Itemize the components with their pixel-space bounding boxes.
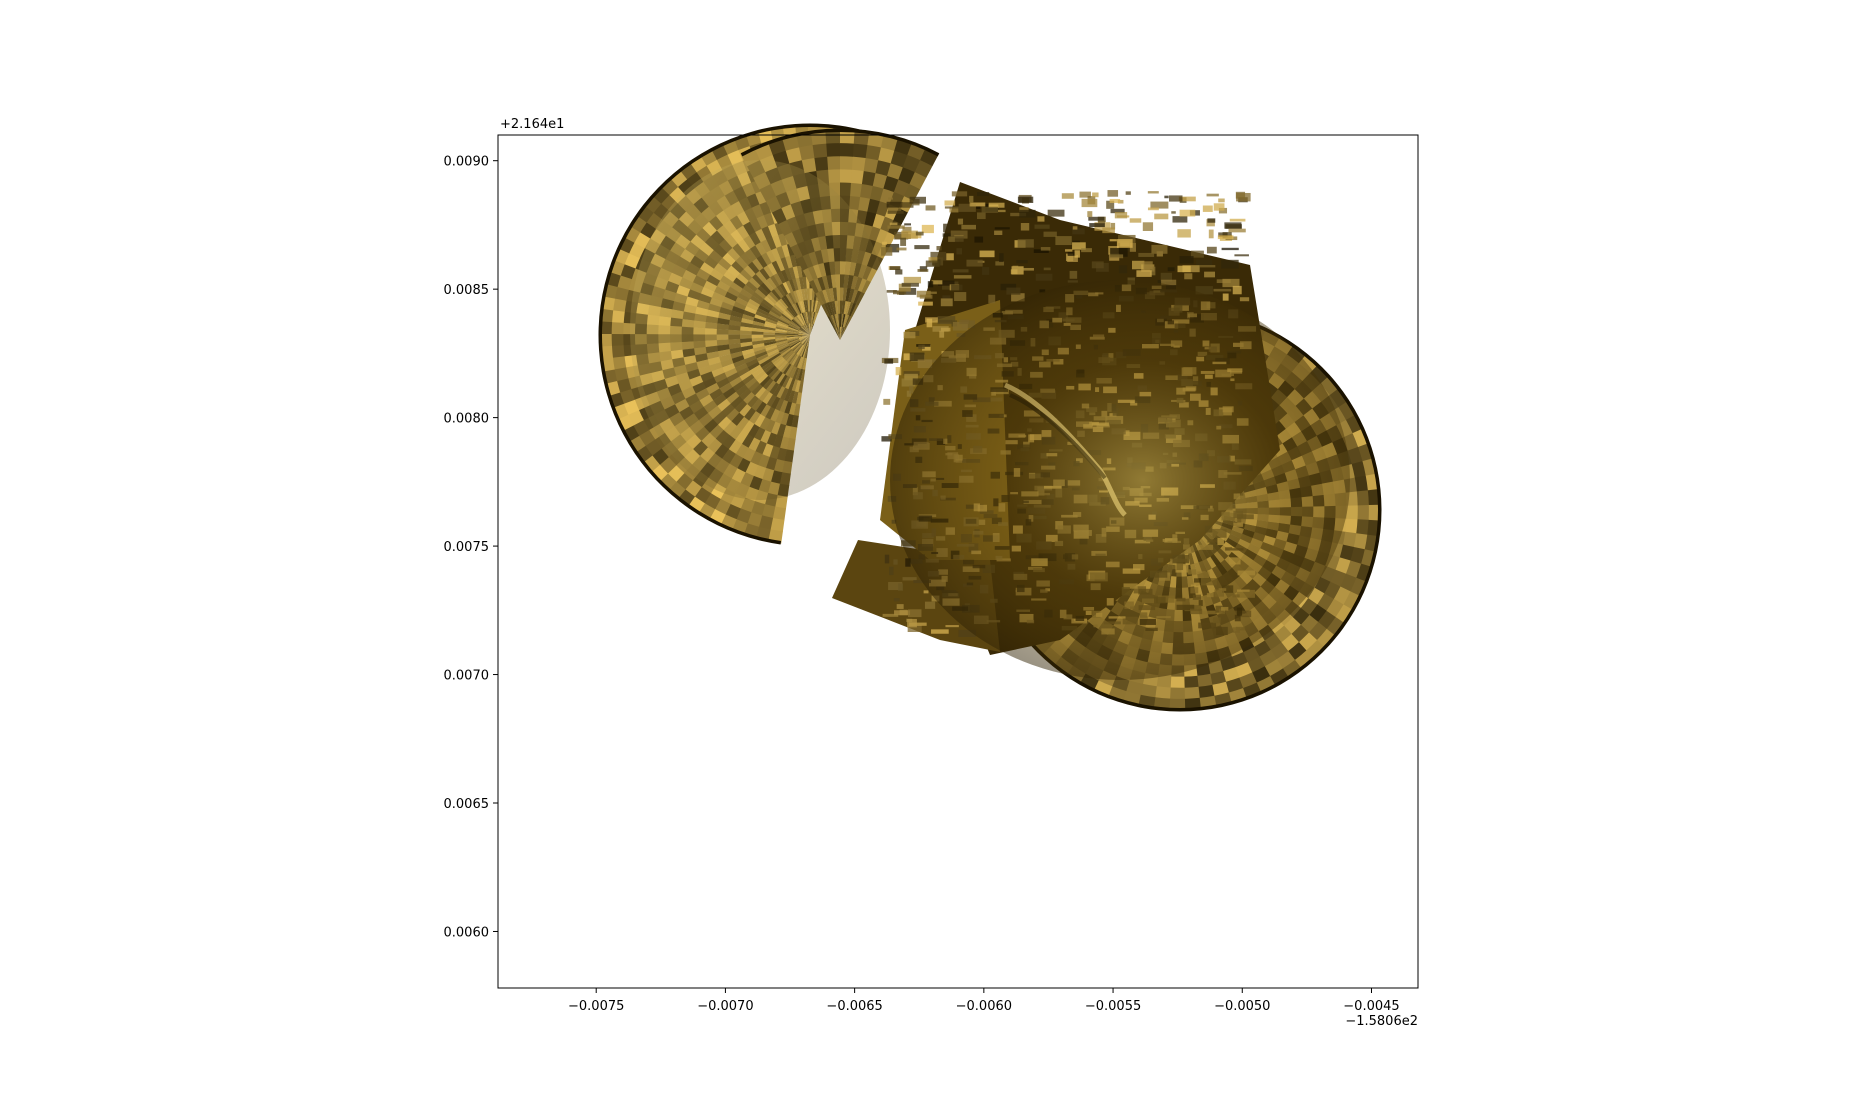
y-tick-label: 0.0090 xyxy=(444,155,490,170)
plot-area xyxy=(598,123,1382,712)
mosaic-sheen xyxy=(890,280,1350,680)
x-axis: −0.0075 −0.0070 −0.0065 −0.0060 −0.0055 −0.00… xyxy=(568,988,1400,1014)
x-tick-label: −0.0065 xyxy=(826,999,882,1014)
x-tick-label: −0.0075 xyxy=(568,999,624,1014)
x-tick-label: −0.0050 xyxy=(1214,999,1270,1014)
x-axis-offset-label: −1.5806e2 xyxy=(1345,1014,1418,1029)
axes-frame xyxy=(497,134,1419,989)
x-tick-label: −0.0055 xyxy=(1085,999,1141,1014)
x-tick-label: −0.0045 xyxy=(1343,999,1399,1014)
y-axis-offset-label: +2.164e1 xyxy=(500,117,564,132)
y-tick-label: 0.0070 xyxy=(444,669,490,684)
y-axis: 0.0060 0.0065 0.0070 0.0075 0.0080 0.0085 0.00… xyxy=(444,155,498,940)
x-tick-label: −0.0060 xyxy=(956,999,1012,1014)
y-tick-label: 0.0085 xyxy=(444,283,490,298)
mosaic-sheen-west xyxy=(630,160,890,500)
y-tick-label: 0.0080 xyxy=(444,412,490,427)
y-tick-label: 0.0060 xyxy=(444,925,490,940)
x-tick-label: −0.0070 xyxy=(697,999,753,1014)
y-tick-label: 0.0065 xyxy=(444,797,490,812)
y-tick-label: 0.0075 xyxy=(444,540,490,555)
